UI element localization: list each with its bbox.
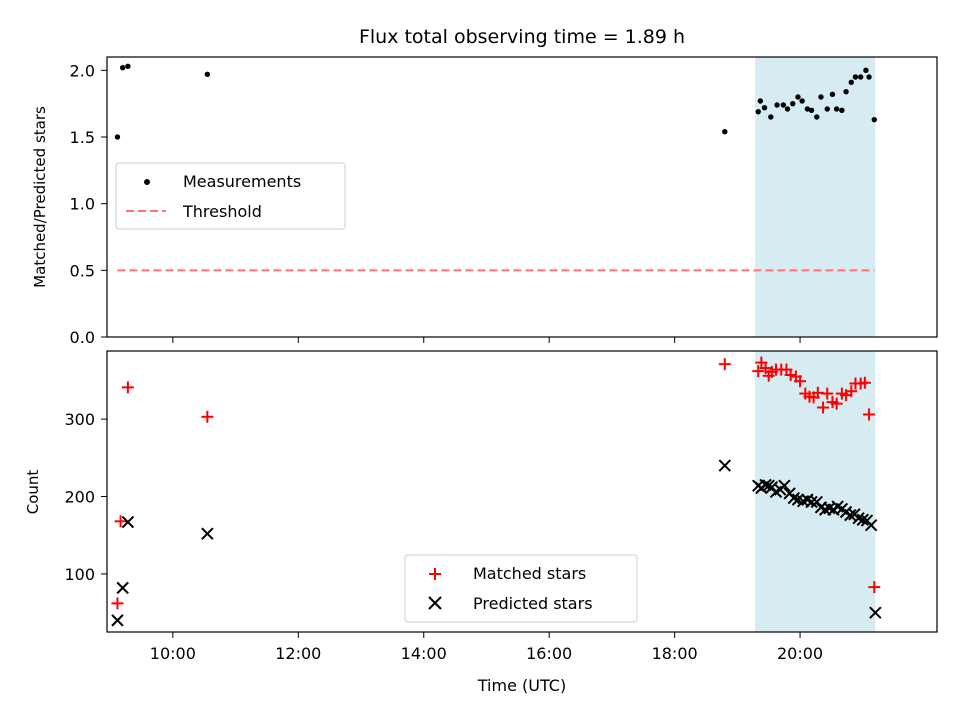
measurement-point xyxy=(774,102,780,108)
top-panel: 0.00.51.01.52.0 Matched/Predicted stars … xyxy=(31,56,938,347)
predicted-star-point xyxy=(718,459,732,472)
matched-star-point xyxy=(718,358,731,371)
bottom-legend-box xyxy=(404,554,638,623)
measurement-point xyxy=(799,98,805,104)
measurement-point xyxy=(757,98,764,104)
measurement-point xyxy=(768,114,774,120)
matched-star-point xyxy=(752,365,765,378)
top-shaded-interval xyxy=(755,57,876,337)
matched-star-point xyxy=(114,515,127,528)
measurement-point xyxy=(780,102,787,108)
matched-star-point xyxy=(858,376,871,389)
predicted-star-point xyxy=(856,513,869,526)
top-legend-box xyxy=(115,162,346,230)
top-legend: Measurements Threshold xyxy=(115,162,346,230)
predicted-star-point xyxy=(805,495,818,509)
bottom-ytick-label: 200 xyxy=(64,488,95,507)
measurement-point xyxy=(833,106,840,112)
top-data-layer xyxy=(114,63,877,272)
top-ytick-label: 0.0 xyxy=(70,328,95,347)
top-ylabel: Matched/Predicted stars xyxy=(31,106,49,288)
measurement-point xyxy=(204,71,211,78)
top-axes: 0.0 0.5 1.0 1.5 2.0 xyxy=(70,61,801,347)
bottom-xtick-label: 20:00 xyxy=(777,644,823,663)
measurement-point xyxy=(114,134,121,140)
bottom-xlabel: Time (UTC) xyxy=(477,676,566,695)
predicted-star-point xyxy=(116,581,129,595)
measurement-point xyxy=(839,107,845,114)
top-ytick-label: 1.0 xyxy=(70,195,95,214)
bottom-xtick-label: 10:00 xyxy=(150,644,196,663)
bottom-xtick-label: 16:00 xyxy=(526,644,572,663)
measurement-point xyxy=(795,94,801,100)
measurement-point xyxy=(808,107,815,114)
matched-star-point xyxy=(794,375,807,388)
bottom-legend: Matched stars Predicted stars xyxy=(404,554,638,623)
predicted-star-point xyxy=(121,515,135,529)
bottom-ylabel: Count xyxy=(24,470,42,515)
measurement-point xyxy=(755,108,761,115)
measurement-point xyxy=(843,88,849,95)
predicted-star-point xyxy=(844,508,857,522)
measurement-point xyxy=(814,114,820,120)
matched-star-point xyxy=(845,385,858,398)
bottom-xtick-label: 14:00 xyxy=(401,644,447,663)
bottom-xtick-label: 12:00 xyxy=(275,644,321,663)
bottom-ytick-label: 100 xyxy=(64,565,95,584)
matched-star-point xyxy=(111,597,124,610)
matched-star-point xyxy=(868,581,881,594)
predicted-star-point xyxy=(778,479,791,492)
legend-measurements-marker xyxy=(144,179,150,185)
matched-star-point xyxy=(759,362,772,375)
measurement-point xyxy=(804,106,811,112)
legend-threshold-label: Threshold xyxy=(182,202,262,221)
top-ytick-label: 0.5 xyxy=(70,261,95,280)
matched-star-point xyxy=(817,401,830,414)
legend-matched-label: Matched stars xyxy=(473,564,586,583)
bottom-data-layer xyxy=(111,356,882,627)
bottom-plot-frame xyxy=(106,350,938,633)
predicted-star-point xyxy=(201,527,214,540)
measurement-point xyxy=(852,74,859,80)
matched-star-point xyxy=(830,397,843,410)
measurement-point xyxy=(857,74,864,80)
measurement-point xyxy=(848,79,854,86)
bottom-ytick-label: 300 xyxy=(64,410,95,429)
measurement-point xyxy=(866,74,872,80)
matched-star-point xyxy=(201,410,214,423)
matched-star-point xyxy=(863,408,876,421)
bottom-axes: 100 200 300 10:00 12:00 14:00 16:00 18:00 20:00 xyxy=(64,410,823,663)
measurement-point xyxy=(761,104,768,111)
measurement-point xyxy=(818,94,824,100)
measurement-point xyxy=(829,91,836,98)
matched-star-point xyxy=(784,368,797,381)
measurement-point xyxy=(784,106,791,112)
predicted-star-point xyxy=(111,614,124,627)
legend-predicted-label: Predicted stars xyxy=(473,594,593,613)
measurement-point xyxy=(722,128,728,135)
predicted-star-point xyxy=(869,606,882,619)
measurement-point xyxy=(863,67,869,74)
bottom-xtick-label: 18:00 xyxy=(652,644,698,663)
measurement-point xyxy=(790,100,796,107)
matched-star-point xyxy=(821,387,834,400)
measurement-point xyxy=(119,64,126,71)
legend-measurements-label: Measurements xyxy=(183,172,301,191)
legend-matched-marker xyxy=(429,568,441,580)
measurement-point xyxy=(871,116,877,123)
measurement-point xyxy=(125,63,131,70)
matched-star-point xyxy=(121,381,134,394)
measurement-point xyxy=(824,106,830,112)
top-ytick-label: 1.5 xyxy=(70,128,95,147)
top-plot-frame xyxy=(106,56,938,338)
predicted-star-point xyxy=(787,491,800,505)
chart-title: Flux total observing time = 1.89 h xyxy=(359,26,685,48)
predicted-star-point xyxy=(864,518,878,532)
legend-predicted-marker xyxy=(428,596,442,610)
top-ytick-label: 2.0 xyxy=(70,61,95,80)
